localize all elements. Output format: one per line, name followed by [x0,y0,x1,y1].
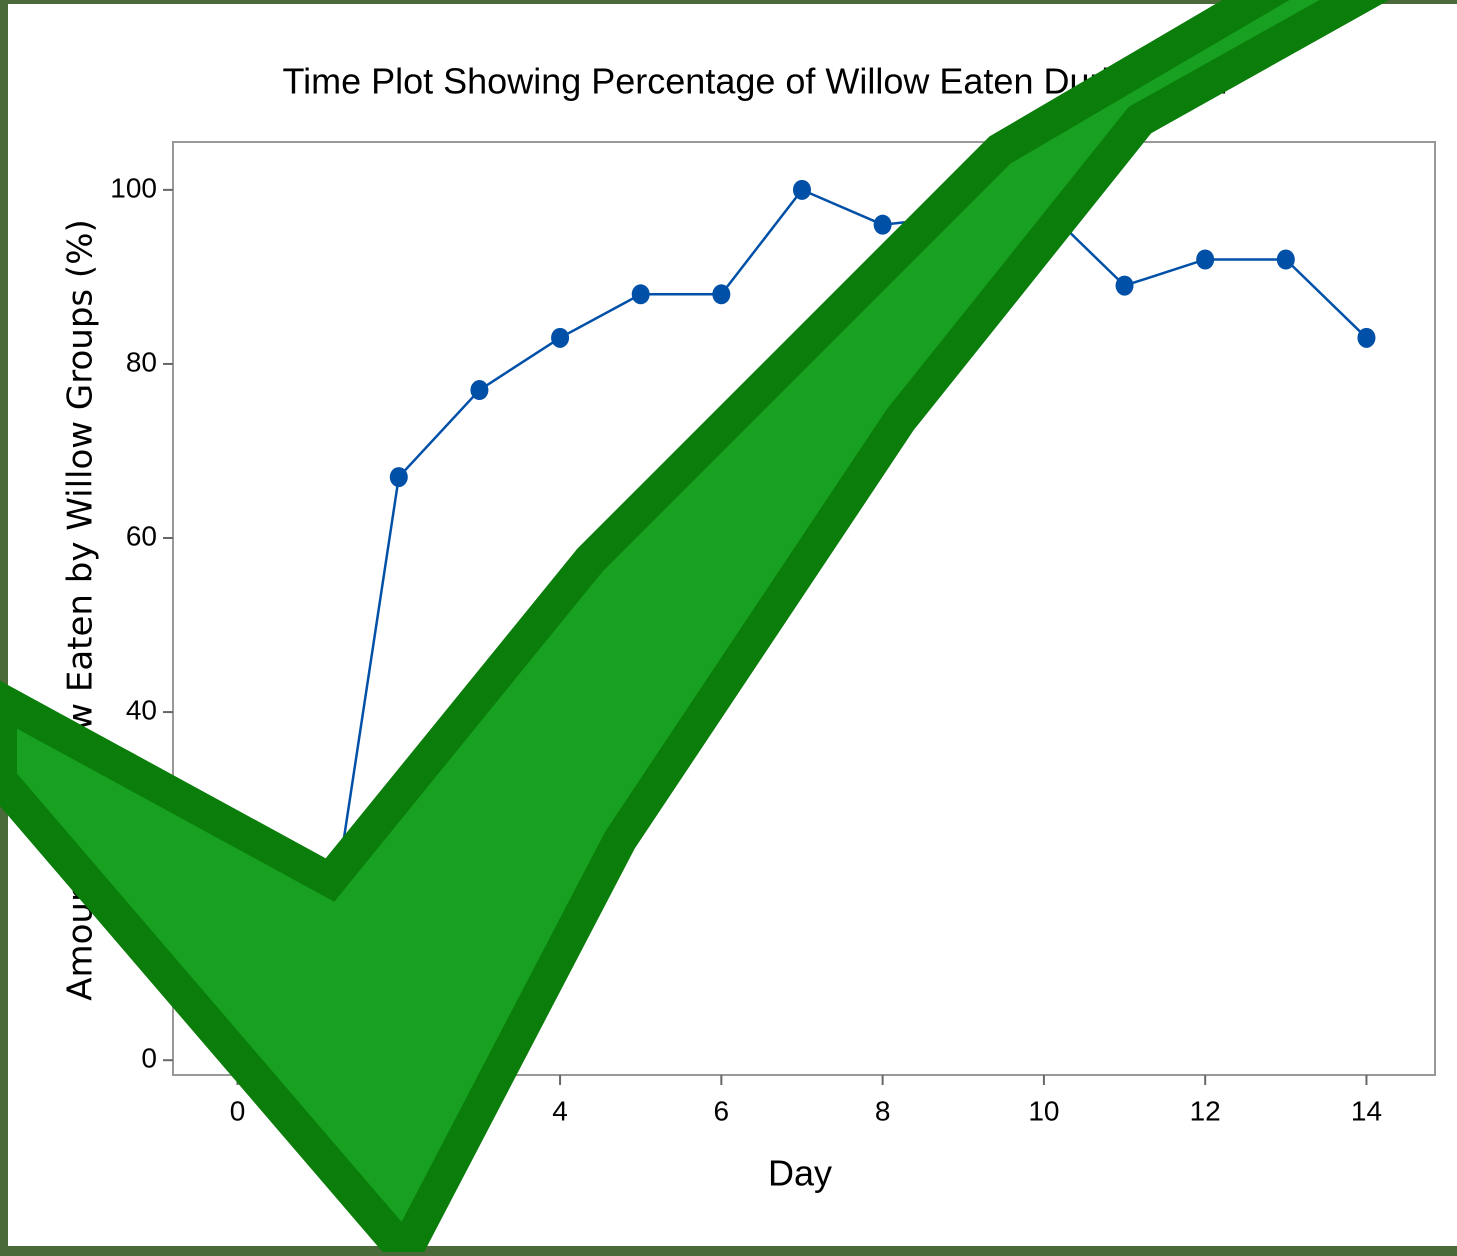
y-tick-label: 0 [141,1043,157,1074]
x-tick-label: 12 [1190,1095,1221,1126]
x-tick-label: 6 [714,1095,730,1126]
data-point [631,284,650,305]
x-axis-label: Day [768,1153,832,1194]
data-point [1115,275,1134,296]
checkmark-shape [0,0,1390,1256]
y-tick-label: 60 [126,520,157,551]
x-tick-label: 8 [875,1095,891,1126]
y-tick-label: 40 [126,694,157,725]
data-point [712,284,731,305]
data-point [551,327,570,348]
data-point [792,179,811,200]
checkmark [0,0,1390,1256]
data-point [389,467,408,488]
y-tick-label: 80 [126,346,157,377]
data-point [1276,249,1295,270]
x-tick-label: 0 [230,1095,246,1126]
x-tick-label: 14 [1351,1095,1382,1126]
data-point [1196,249,1215,270]
x-tick-label: 4 [552,1095,568,1126]
y-tick-label: 100 [110,172,157,203]
plot-frame [172,141,1436,1076]
x-tick-label: 10 [1028,1095,1059,1126]
data-point [873,214,892,235]
data-point [1357,327,1376,348]
data-point [470,380,489,401]
